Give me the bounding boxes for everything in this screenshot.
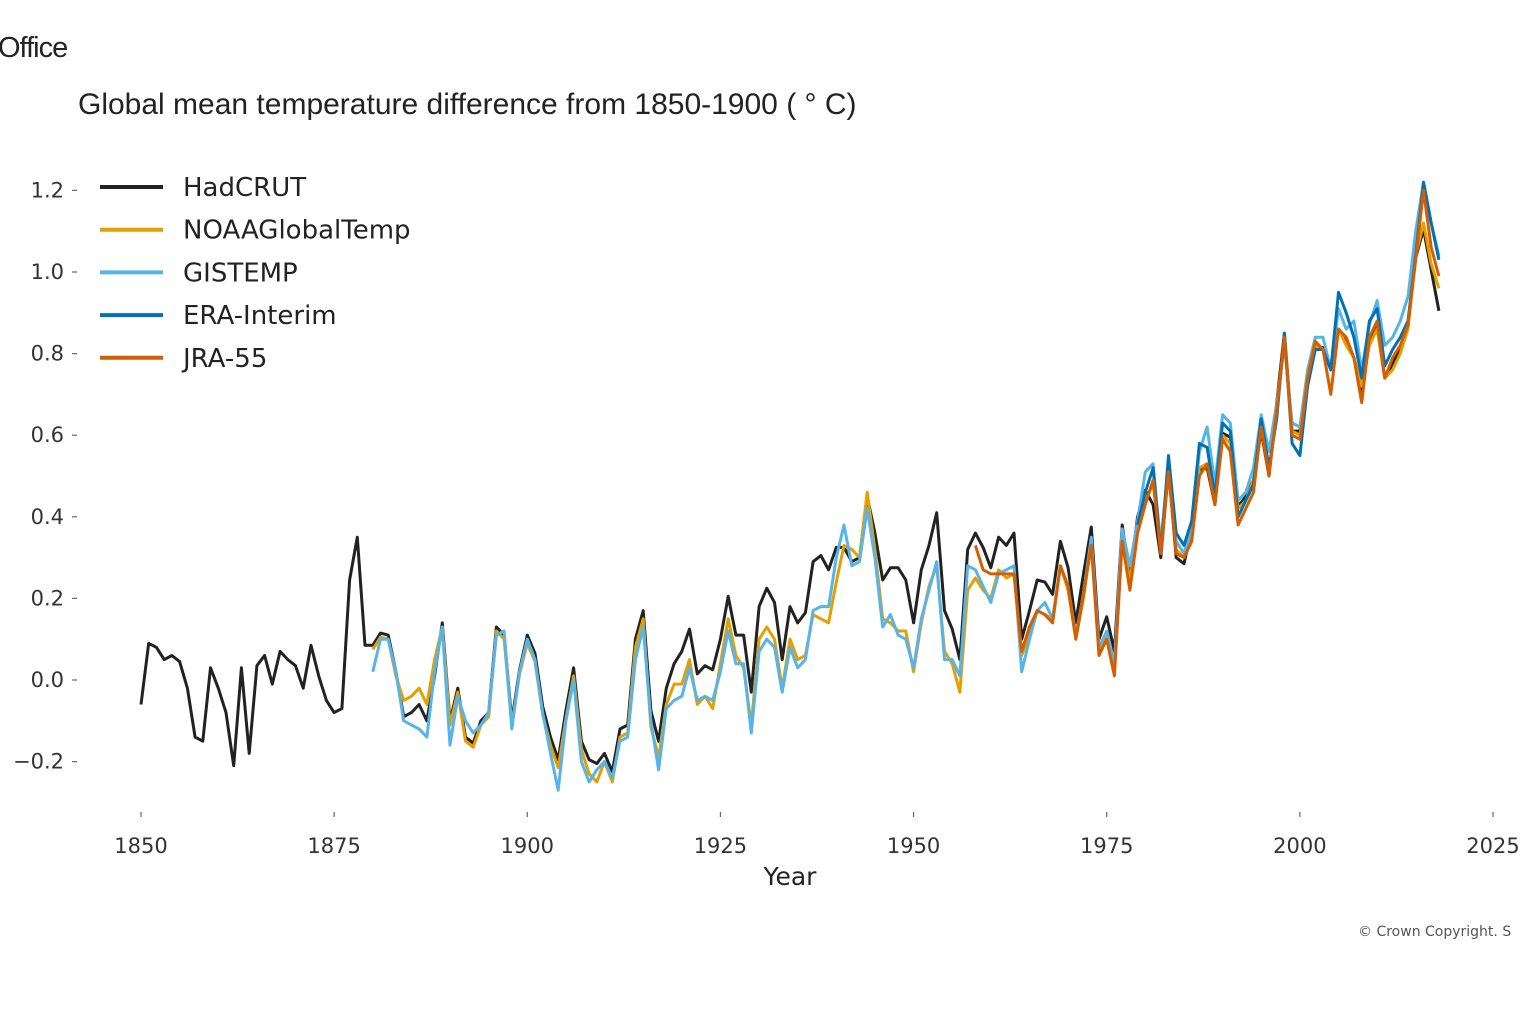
legend-label-jra-55: JRA-55	[181, 344, 267, 374]
y-tick-label: 1.2	[31, 178, 64, 202]
chart-title: Global mean temperature difference from …	[78, 88, 857, 121]
copyright-notice: © Crown Copyright. S	[1358, 924, 1512, 940]
x-axis-label: Year	[763, 862, 818, 891]
y-tick-label: 0.0	[31, 668, 64, 692]
x-tick-label: 1850	[114, 834, 167, 858]
x-tick-label: 1975	[1080, 834, 1133, 858]
x-tick-label: 1875	[307, 834, 360, 858]
legend-label-gistemp: GISTEMP	[183, 258, 298, 288]
x-tick-label: 1900	[501, 834, 554, 858]
y-tick-label: 0.2	[31, 586, 64, 610]
series-line-jra-55	[973, 188, 1441, 678]
y-tick-label: 0.4	[31, 505, 64, 529]
x-tick-label: 1950	[887, 834, 940, 858]
x-tick-label: 1925	[694, 834, 747, 858]
y-tick-label: 0.8	[31, 342, 64, 366]
org-name-fragment: Office	[0, 32, 68, 64]
x-tick-label: 2000	[1273, 834, 1326, 858]
legend-label-noaaglobaltemp: NOAAGlobalTemp	[183, 216, 411, 246]
y-tick-label: −0.2	[13, 750, 64, 774]
x-tick-label: 2025	[1466, 834, 1519, 858]
legend-label-era-interim: ERA-Interim	[183, 301, 337, 331]
legend-label-hadcrut: HadCRUT	[183, 173, 306, 203]
series-line-gistemp	[371, 180, 1441, 792]
y-tick-label: 0.6	[31, 423, 64, 447]
y-tick-label: 1.0	[31, 260, 64, 284]
series-line-noaaglobaltemp	[371, 221, 1441, 784]
